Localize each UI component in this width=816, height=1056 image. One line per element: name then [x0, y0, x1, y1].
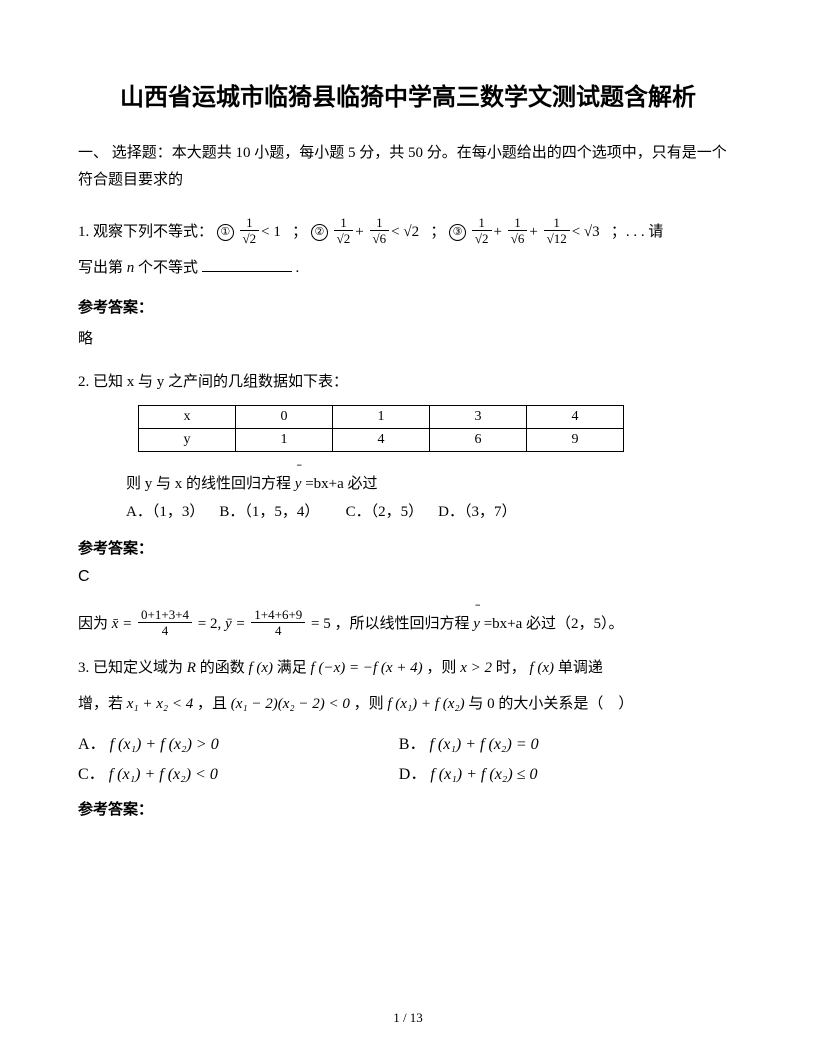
answer-label-2: 参考答案： [78, 537, 738, 558]
answer-label-1: 参考答案： [78, 296, 738, 317]
table-row: y 1 4 6 9 [139, 428, 624, 451]
frac-1-over-r2: 1 √2 [240, 216, 260, 245]
question-3: 3. 已知定义域为 R 的函数 f (x) 满足 f (−x) = −f (x … [78, 650, 738, 722]
q2-options: A．（1，3） B．（1，5，4） C．（2，5） D．（3，7） [126, 498, 738, 527]
page-title: 山西省运城市临猗县临猗中学高三数学文测试题含解析 [78, 80, 738, 116]
q1-prefix: 1. 观察下列不等式： [78, 224, 213, 240]
page: 山西省运城市临猗县临猗中学高三数学文测试题含解析 一、 选择题：本大题共 10 … [0, 0, 816, 1056]
circled-3: ③ [449, 224, 466, 241]
fill-blank [202, 257, 292, 272]
question-1: 1. 观察下列不等式： ① 1 √2 < 1 ； ② 1 √2 + 1 √6 <… [78, 214, 738, 286]
circled-2: ② [311, 224, 328, 241]
answer-1: 略 [78, 327, 738, 348]
y-hat: y [295, 462, 302, 499]
q2-explanation: 因为 x̄ = 0+1+3+4 4 = 2, ȳ = 1+4+6+9 4 = 5… [78, 598, 738, 642]
q2-table: x 0 1 3 4 y 1 4 6 9 [138, 405, 624, 452]
table-row: x 0 1 3 4 [139, 405, 624, 428]
answer-2-letter: C [78, 568, 738, 586]
lt1: < 1 [261, 224, 281, 240]
answer-label-3: 参考答案： [78, 798, 738, 819]
var-n: n [127, 260, 135, 276]
circled-1: ① [217, 224, 234, 241]
q3-options-row2: C． f (x₁) + f (x₂) < 0 D． f (x₁) + f (x₂… [78, 760, 738, 784]
question-2: 2. 已知 x 与 y 之产间的几组数据如下表： [78, 368, 738, 397]
q2-line2: 则 y 与 x 的线性回归方程 y =bx+a 必过 [126, 462, 738, 499]
page-number: 1 / 13 [0, 1010, 816, 1026]
q3-options-row1: A． f (x₁) + f (x₂) > 0 B． f (x₁) + f (x₂… [78, 730, 738, 754]
section-intro: 一、 选择题：本大题共 10 小题，每小题 5 分，共 50 分。在每小题给出的… [78, 140, 738, 194]
